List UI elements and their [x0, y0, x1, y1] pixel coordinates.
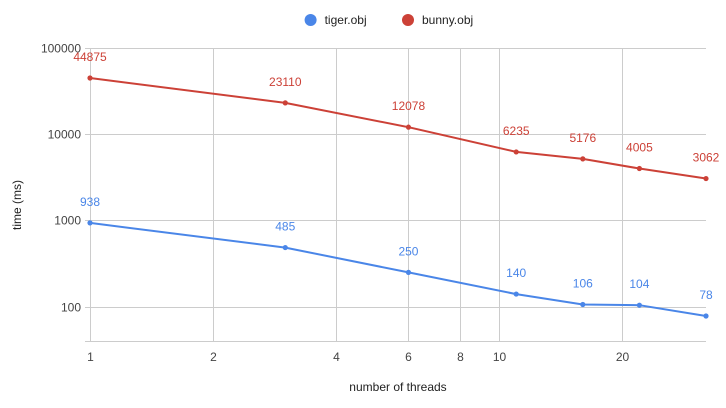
data-label-bunny-obj: 4005 [626, 140, 653, 154]
y-axis-title: time (ms) [10, 180, 24, 230]
data-point-tiger-obj [513, 291, 519, 297]
data-point-bunny-obj [405, 124, 412, 130]
x-tick-label: 4 [333, 350, 340, 364]
legend-label: bunny.obj [422, 13, 473, 27]
data-point-tiger-obj [405, 269, 412, 275]
data-label-tiger-obj: 78 [699, 288, 713, 302]
data-point-bunny-obj [703, 175, 709, 182]
data-label-bunny-obj: 3062 [693, 151, 720, 165]
legend-marker [402, 14, 414, 26]
x-tick-label: 1 [87, 350, 94, 364]
data-label-bunny-obj: 44875 [73, 50, 107, 64]
legend-label: tiger.obj [325, 13, 367, 27]
data-point-tiger-obj [282, 244, 288, 251]
x-axis-title: number of threads [349, 380, 446, 394]
data-label-tiger-obj: 938 [80, 195, 100, 209]
data-label-tiger-obj: 106 [573, 277, 593, 291]
data-label-bunny-obj: 12078 [392, 99, 426, 113]
y-tick-label: 100 [61, 301, 81, 315]
data-label-tiger-obj: 250 [398, 244, 418, 258]
data-label-bunny-obj: 23110 [269, 75, 302, 89]
data-point-tiger-obj [703, 313, 709, 319]
data-point-bunny-obj [282, 100, 288, 106]
data-point-tiger-obj [580, 301, 586, 308]
data-label-tiger-obj: 485 [275, 220, 295, 234]
data-label-bunny-obj: 6235 [503, 124, 530, 138]
data-label-tiger-obj: 104 [629, 277, 649, 291]
y-tick-label: 100000 [41, 42, 81, 56]
data-point-tiger-obj [87, 220, 93, 226]
data-label-bunny-obj: 5176 [569, 131, 596, 145]
data-point-bunny-obj [87, 75, 93, 81]
axis-layer: 100 1000 10000 100000 1 2 4 6 8 10 20 [41, 42, 630, 365]
data-point-tiger-obj [636, 302, 643, 308]
legend[interactable]: tiger.obj bunny.obj [304, 13, 474, 27]
series-line-tiger-obj [89, 221, 707, 317]
x-tick-label: 6 [405, 350, 412, 364]
data-point-bunny-obj [580, 156, 586, 162]
grid-layer [85, 48, 706, 342]
y-tick-label: 1000 [54, 214, 81, 228]
x-tick-label: 2 [210, 350, 217, 364]
legend-marker [304, 14, 317, 26]
data-point-bunny-obj [513, 149, 519, 155]
data-point-bunny-obj [636, 165, 643, 172]
y-tick-label: 10000 [48, 128, 82, 142]
x-tick-label: 10 [493, 350, 507, 364]
data-label-layer: 938 485 250 140 106 104 78 44875 23110 12078 6235 5… [73, 50, 719, 302]
legend-item-bunny-obj[interactable]: bunny.obj [402, 13, 473, 27]
x-tick-label: 8 [457, 350, 464, 364]
series-line-bunny-obj [89, 77, 707, 180]
x-tick-label: 20 [616, 350, 630, 364]
data-label-tiger-obj: 140 [506, 266, 526, 280]
legend-item-tiger-obj[interactable]: tiger.obj [304, 13, 367, 27]
series-layer [87, 75, 709, 319]
